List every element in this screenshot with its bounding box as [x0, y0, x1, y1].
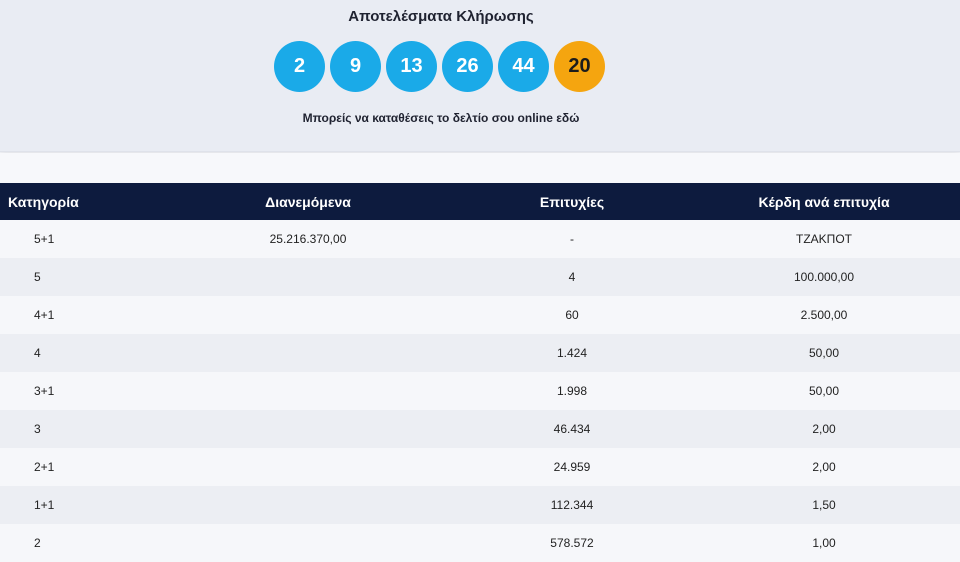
- table-header-row: Κατηγορία Διανεμόμενα Επιτυχίες Κέρδη αν…: [0, 183, 960, 220]
- header-prize-per-winner: Κέρδη ανά επιτυχία: [758, 193, 890, 210]
- cell-distributed: [160, 448, 456, 486]
- cell-prize: 2,00: [812, 460, 836, 474]
- cell-prize: ΤΖΑΚΠΟΤ: [796, 232, 852, 246]
- cell-category: 1+1: [34, 498, 55, 512]
- cell-distributed: [160, 410, 456, 448]
- table-row: 5 4 100.000,00: [0, 258, 960, 296]
- cell-prize: 2,00: [812, 422, 836, 436]
- cell-category: 3: [34, 422, 41, 436]
- cell-distributed: [160, 296, 456, 334]
- bonus-number-ball: 20: [554, 41, 605, 92]
- cell-category: 5: [34, 270, 41, 284]
- table-row: 2 578.572 1,00: [0, 524, 960, 562]
- cell-distributed: [160, 334, 456, 372]
- cell-winners: 24.959: [553, 460, 591, 474]
- table-row: 4+1 60 2.500,00: [0, 296, 960, 334]
- cell-distributed: [160, 524, 456, 562]
- table-row: 2+1 24.959 2,00: [0, 448, 960, 486]
- section-spacer: [0, 153, 960, 183]
- cell-distributed: 25.216.370,00: [269, 232, 347, 246]
- cell-distributed: [160, 372, 456, 410]
- table-row: 5+1 25.216.370,00 - ΤΖΑΚΠΟΤ: [0, 220, 960, 258]
- cell-winners: 578.572: [550, 536, 594, 550]
- cell-distributed: [160, 258, 456, 296]
- cell-winners: 112.344: [550, 498, 594, 512]
- cell-winners: 60: [565, 308, 579, 322]
- winning-numbers: 2 9 13 26 44 20: [274, 41, 605, 92]
- table-row: 1+1 112.344 1,50: [0, 486, 960, 524]
- number-ball: 44: [498, 41, 549, 92]
- cell-category: 2: [34, 536, 41, 550]
- cell-category: 4: [34, 346, 41, 360]
- cell-prize: 2.500,00: [800, 308, 848, 322]
- deposit-online-link[interactable]: Μπορείς να καταθέσεις το δελτίο σου onli…: [302, 111, 580, 125]
- number-ball: 26: [442, 41, 493, 92]
- table-row: 4 1.424 50,00: [0, 334, 960, 372]
- deposit-online-text: Μπορείς να καταθέσεις το δελτίο σου onli…: [0, 111, 882, 125]
- number-ball: 13: [386, 41, 437, 92]
- cell-winners: 1.424: [556, 346, 588, 360]
- header-distributed: Διανεμόμενα: [265, 193, 351, 210]
- cell-prize: 1,00: [812, 536, 836, 550]
- header-winners: Επιτυχίες: [539, 193, 605, 210]
- draw-results-panel: Αποτελέσματα Κλήρωσης 2 9 13 26 44 20 Μπ…: [0, 0, 960, 152]
- cell-winners: 46.434: [553, 422, 591, 436]
- cell-prize: 50,00: [808, 384, 840, 398]
- cell-category: 3+1: [34, 384, 55, 398]
- number-ball: 9: [330, 41, 381, 92]
- cell-winners: 4: [568, 270, 576, 284]
- cell-prize: 50,00: [808, 346, 840, 360]
- cell-distributed: [160, 486, 456, 524]
- cell-prize: 1,50: [812, 498, 836, 512]
- cell-category: 5+1: [34, 232, 55, 246]
- cell-prize: 100.000,00: [793, 270, 855, 284]
- cell-winners: 1.998: [556, 384, 588, 398]
- table-row: 3+1 1.998 50,00: [0, 372, 960, 410]
- cell-winners: -: [570, 232, 574, 246]
- cell-category: 2+1: [34, 460, 55, 474]
- header-category: Κατηγορία: [8, 193, 79, 210]
- draw-results-title: Αποτελέσματα Κλήρωσης: [348, 8, 534, 25]
- number-ball: 2: [274, 41, 325, 92]
- prize-table: Κατηγορία Διανεμόμενα Επιτυχίες Κέρδη αν…: [0, 183, 960, 562]
- cell-category: 4+1: [34, 308, 55, 322]
- table-row: 3 46.434 2,00: [0, 410, 960, 448]
